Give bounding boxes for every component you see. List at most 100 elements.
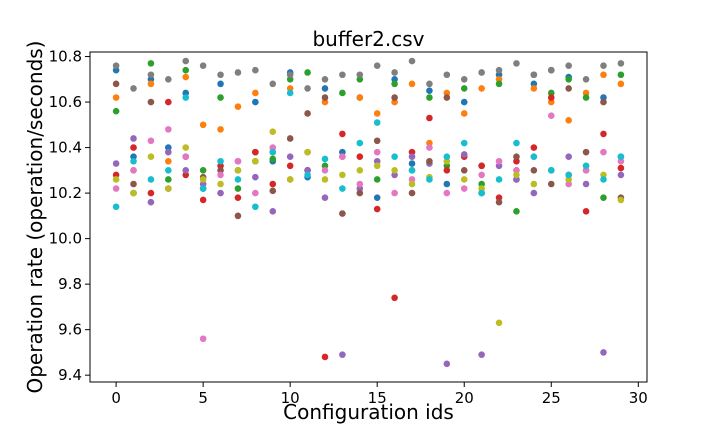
data-point [356,189,364,197]
data-point [304,148,311,156]
data-point [617,153,625,160]
data-point [339,71,346,79]
data-point [112,203,120,211]
data-point [112,80,120,88]
data-point [373,137,381,145]
y-tick-label: 10.8 [49,48,82,66]
x-tick-label: 5 [198,389,208,407]
data-point [339,171,346,179]
data-point [234,185,242,192]
data-point [217,157,224,165]
data-point [547,89,555,97]
data-point [252,66,259,74]
data-point [408,57,416,65]
x-tick-label: 10 [281,389,300,407]
series-8 [112,128,625,327]
x-tick-label: 25 [542,389,561,407]
data-point [112,62,120,69]
data-point [373,119,381,126]
data-point [182,167,190,174]
data-point [513,176,520,183]
data-point [408,176,416,183]
data-point [617,157,625,165]
data-point [217,189,224,197]
data-point [391,153,398,160]
data-point [112,171,120,179]
data-point [217,80,224,88]
data-point [234,167,242,174]
data-point [165,157,172,165]
data-point [217,180,224,188]
data-point [547,98,555,106]
data-point [565,153,572,160]
chart-title: buffer2.csv [312,27,424,51]
data-point [252,98,259,106]
data-point [547,66,555,74]
data-point [356,180,364,188]
series-1 [112,71,625,174]
data-point [252,203,259,211]
data-point [408,160,416,167]
data-point [530,144,538,151]
data-point [391,171,398,179]
data-point [130,167,137,174]
data-point [199,196,207,204]
data-point [478,171,485,179]
data-point [460,151,468,158]
y-tick-label: 9.4 [58,366,82,384]
data-point [600,98,607,106]
y-tick-label: 10.2 [49,184,82,202]
data-point [530,153,538,160]
data-point [286,176,294,183]
data-point [391,94,398,101]
data-point [286,162,294,170]
data-point [426,176,433,183]
data-point [443,180,451,188]
data-point [217,71,224,79]
data-point [495,319,503,327]
data-point [565,116,572,124]
data-point [373,110,381,117]
data-point [373,205,381,213]
data-point [339,130,346,138]
data-point [460,98,468,106]
data-point [130,144,137,151]
data-point [530,85,538,92]
data-point [426,144,433,151]
data-point [339,153,346,160]
data-point [478,85,485,92]
data-point [391,98,398,106]
data-point [356,153,364,160]
data-point [321,94,329,101]
data-point [513,153,520,160]
data-point [547,112,555,120]
data-point [252,89,259,97]
data-point [182,73,190,81]
series-4 [112,135,625,368]
series-9 [112,89,625,211]
plot-frame [89,51,648,383]
x-tick-label: 30 [629,389,648,407]
data-point [408,180,416,188]
data-point [199,176,207,183]
data-point [356,139,364,147]
data-point [199,167,207,174]
data-point [600,94,607,101]
series-6 [112,112,625,343]
data-point [356,76,364,83]
data-point [339,89,346,97]
data-point [495,76,503,83]
data-point [182,171,190,179]
data-point [426,87,433,94]
data-point [460,76,468,83]
data-point [321,155,329,163]
data-point [217,162,224,170]
data-point [565,85,572,92]
data-point [199,185,207,192]
data-point [617,171,625,179]
data-point [321,194,329,201]
data-point [217,171,224,179]
data-point [182,94,190,101]
data-point [339,148,346,156]
